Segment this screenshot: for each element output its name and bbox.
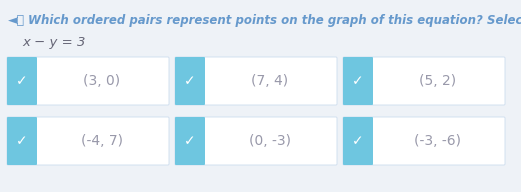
FancyBboxPatch shape: [343, 117, 505, 165]
FancyBboxPatch shape: [7, 117, 37, 165]
Text: x − y = 3: x − y = 3: [22, 36, 85, 49]
Text: (5, 2): (5, 2): [419, 74, 456, 88]
Bar: [358, 58, 372, 104]
Text: ✓: ✓: [16, 74, 28, 88]
FancyBboxPatch shape: [343, 57, 373, 105]
FancyBboxPatch shape: [175, 57, 205, 105]
Text: ◄⦿: ◄⦿: [8, 14, 25, 27]
Text: (3, 0): (3, 0): [83, 74, 120, 88]
Bar: [190, 58, 204, 104]
Text: Which ordered pairs represent points on the graph of this equation? Select all t: Which ordered pairs represent points on …: [28, 14, 521, 27]
Bar: [358, 118, 372, 164]
Text: (7, 4): (7, 4): [252, 74, 289, 88]
Text: (-4, 7): (-4, 7): [81, 134, 123, 148]
Bar: [22, 118, 36, 164]
FancyBboxPatch shape: [175, 117, 337, 165]
Text: ✓: ✓: [352, 74, 364, 88]
Text: ✓: ✓: [352, 134, 364, 148]
Text: ✓: ✓: [184, 134, 196, 148]
FancyBboxPatch shape: [343, 117, 373, 165]
Bar: [22, 58, 36, 104]
Text: ✓: ✓: [184, 74, 196, 88]
Text: (-3, -6): (-3, -6): [415, 134, 462, 148]
FancyBboxPatch shape: [175, 117, 205, 165]
FancyBboxPatch shape: [175, 57, 337, 105]
Text: (0, -3): (0, -3): [249, 134, 291, 148]
FancyBboxPatch shape: [343, 57, 505, 105]
Text: ✓: ✓: [16, 134, 28, 148]
Bar: [190, 118, 204, 164]
FancyBboxPatch shape: [7, 57, 169, 105]
FancyBboxPatch shape: [7, 57, 37, 105]
FancyBboxPatch shape: [7, 117, 169, 165]
